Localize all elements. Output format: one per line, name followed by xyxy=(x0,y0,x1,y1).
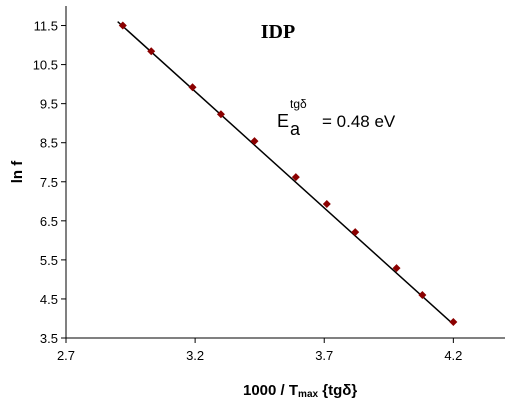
y-tick-label: 6.5 xyxy=(40,214,58,229)
point xyxy=(188,83,197,92)
y-tick-label: 10.5 xyxy=(33,58,58,73)
x-axis-label: 1000 / Tmax {tgδ} xyxy=(243,382,357,400)
x-tick-label: 3.2 xyxy=(186,348,204,363)
fit-line xyxy=(117,21,454,325)
y-tick-label: 7.5 xyxy=(40,175,58,190)
annotation-main: E xyxy=(277,111,289,131)
y-tick-label: 11.5 xyxy=(34,19,58,34)
point xyxy=(250,137,259,146)
point xyxy=(291,173,300,182)
y-tick-label: 8.5 xyxy=(40,136,58,151)
x-tick-label: 2.7 xyxy=(57,348,75,363)
y-tick-label: 9.5 xyxy=(40,97,58,112)
point xyxy=(118,21,127,30)
point xyxy=(216,110,225,119)
x-tick-label: 3.7 xyxy=(315,348,333,363)
y-tick-label: 4.5 xyxy=(40,292,58,307)
point xyxy=(449,317,458,326)
annotation-sub: a xyxy=(290,119,301,139)
x-label-sub: max xyxy=(298,389,318,400)
annotation-sup: tgδ xyxy=(290,97,307,111)
annotation-rest: = 0.48 eV xyxy=(322,112,396,131)
point xyxy=(418,291,427,300)
y-axis-label: ln f xyxy=(9,160,26,183)
annotation: E tgδ a = 0.48 eV xyxy=(277,97,396,139)
x-tick-label: 4.2 xyxy=(444,348,462,363)
point xyxy=(351,228,360,237)
y-tick-label: 5.5 xyxy=(40,253,58,268)
x-label-rest: {tgδ} xyxy=(318,382,357,399)
y-tick-label: 3.5 xyxy=(40,331,58,346)
point xyxy=(322,200,331,209)
chart-title: IDP xyxy=(261,21,295,43)
point xyxy=(392,264,401,273)
point xyxy=(147,47,156,56)
x-label-main: 1000 / T xyxy=(243,382,298,399)
